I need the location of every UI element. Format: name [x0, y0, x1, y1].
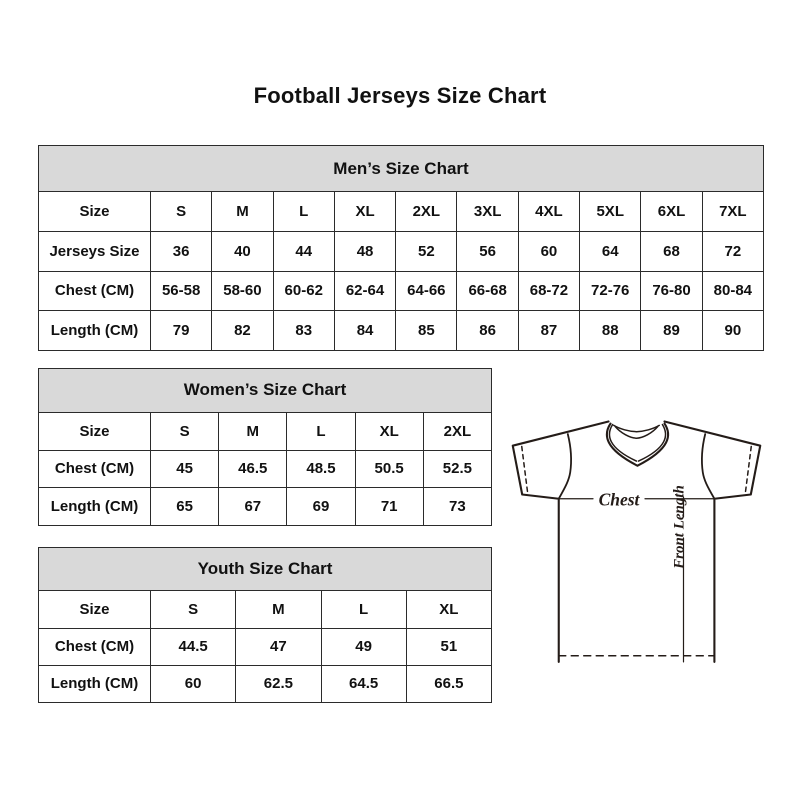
svg-text:Front Length: Front Length — [672, 485, 688, 570]
svg-text:Chest: Chest — [599, 490, 641, 510]
